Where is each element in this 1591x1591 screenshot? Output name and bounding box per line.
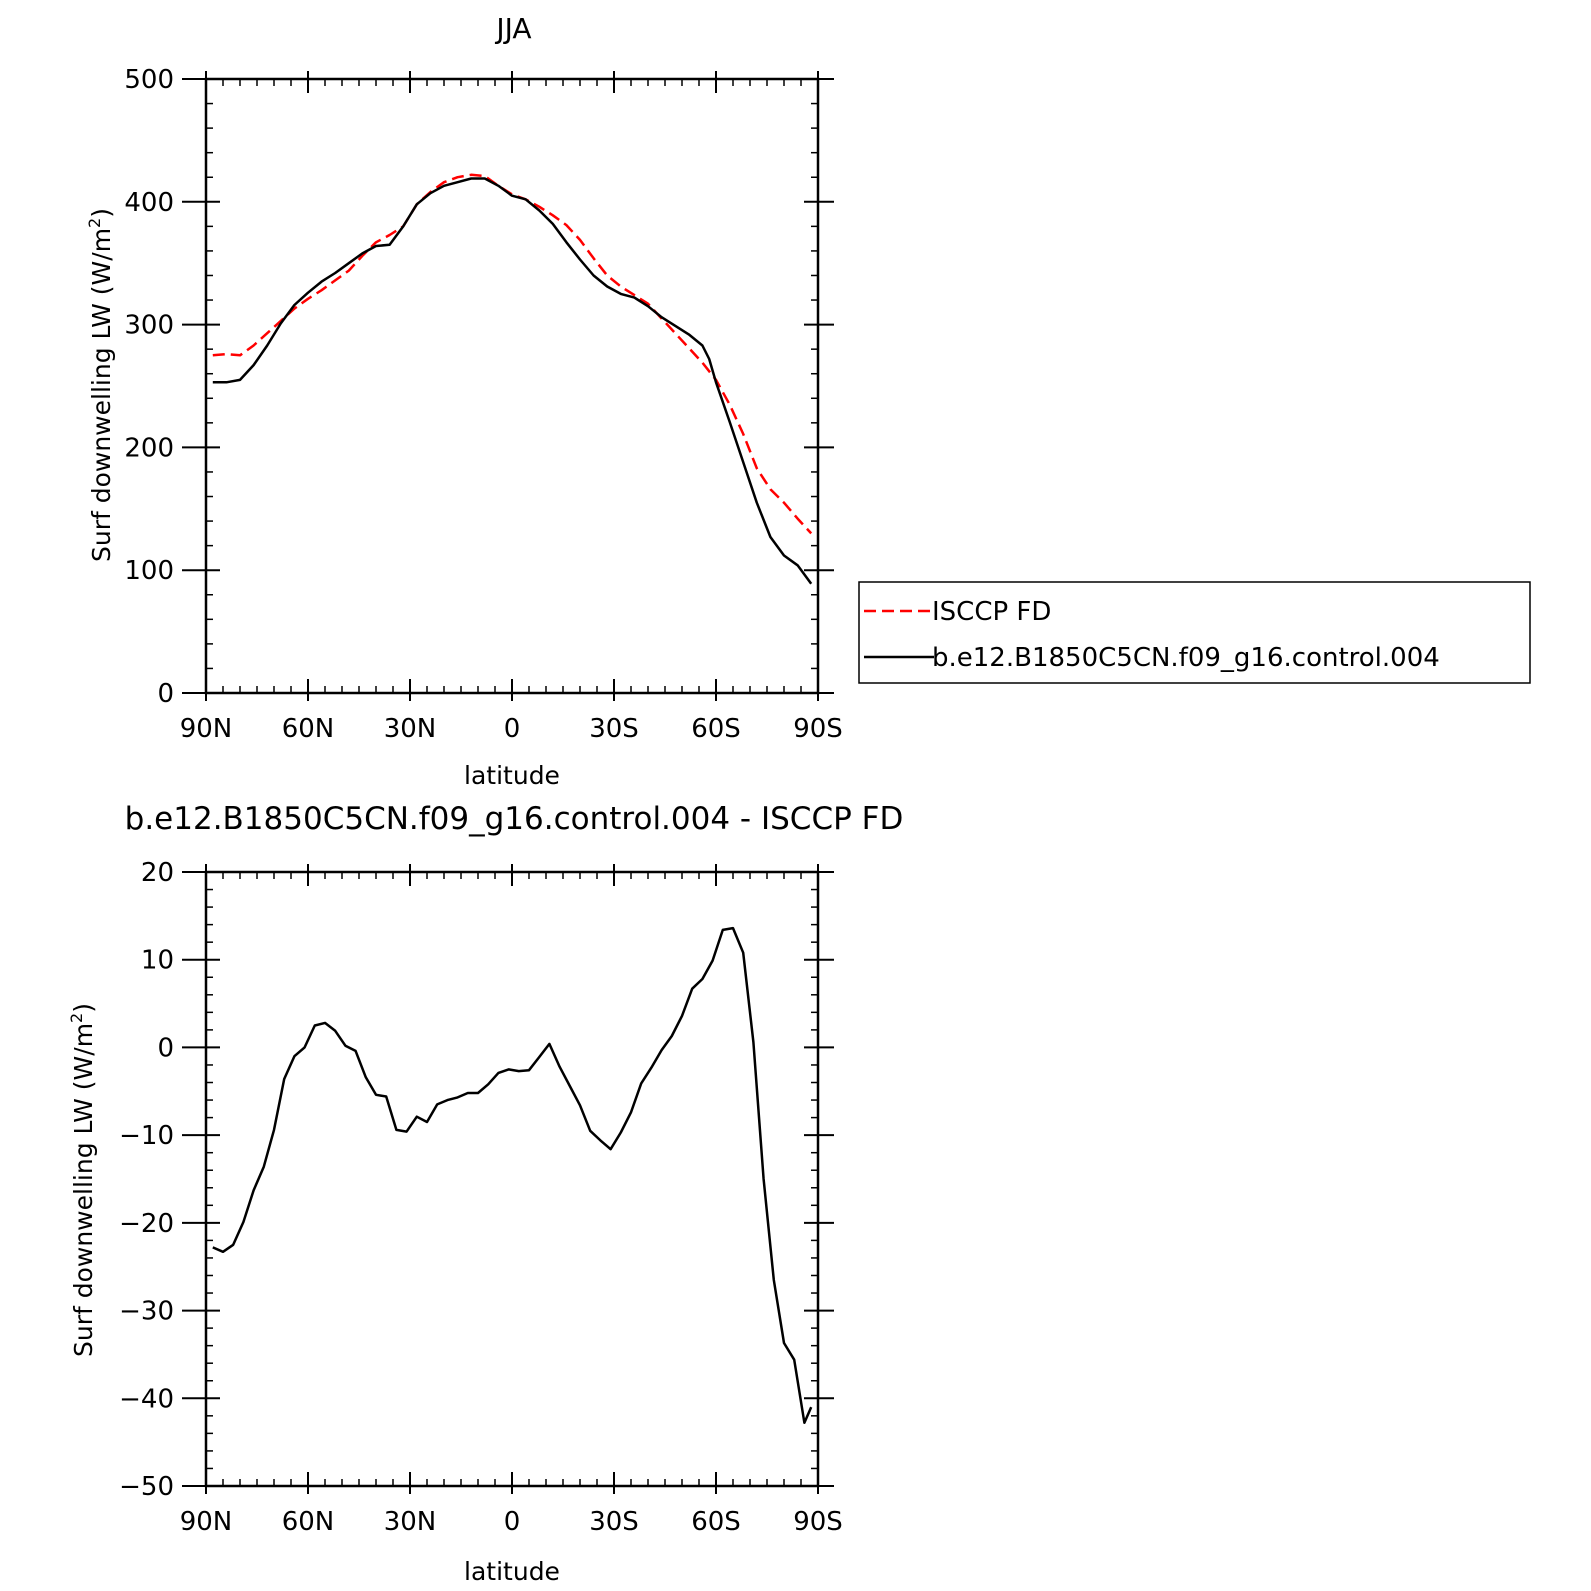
x-tick-label: 90N: [180, 714, 233, 744]
x-tick-label: 0: [504, 714, 521, 744]
x-tick-label: 30N: [384, 1507, 437, 1537]
y-tick-label: 10: [141, 946, 174, 976]
series-line-1: [212, 177, 813, 585]
x-tick-label: 30S: [589, 1507, 639, 1537]
legend-entry-isccp: ISCCP FD: [932, 597, 1051, 627]
y-tick-label: −30: [119, 1297, 174, 1327]
y-tick-label: −40: [119, 1384, 174, 1414]
y-axis-label-superscript: 2: [67, 1013, 86, 1023]
y-tick-label: −20: [119, 1209, 174, 1239]
y-tick-label: −10: [119, 1121, 174, 1151]
y-axis-label-main: Surf downwelling LW (W/m: [69, 1023, 98, 1357]
x-tick-label: 60S: [691, 1507, 741, 1537]
legend: ISCCP FD b.e12.B1850C5CN.f09_g16.control…: [858, 581, 1531, 684]
x-axis-label: latitude: [464, 761, 560, 790]
legend-entry-model: b.e12.B1850C5CN.f09_g16.control.004: [932, 643, 1440, 673]
chart-title: JJA: [494, 12, 531, 45]
bottom-panel: b.e12.B1850C5CN.f09_g16.control.004 - IS…: [67, 801, 903, 1586]
x-tick-label: 60N: [282, 1507, 335, 1537]
top-plot-area: 90N 60N 30N 0 30S 60S 90S 0 100 200 300 400 500: [124, 65, 842, 744]
y-tick-label: 0: [157, 1033, 174, 1063]
y-tick-label: −50: [119, 1472, 174, 1502]
x-tick-label: 90S: [793, 1507, 843, 1537]
y-tick-label: 100: [124, 556, 174, 586]
x-tick-label: 90N: [180, 1507, 233, 1537]
top-panel: JJA 90N 60N 30N 0 30S 60S 90S0100200300400500 …: [85, 12, 843, 790]
y-tick-label: 500: [124, 65, 174, 95]
y-tick-label: 200: [124, 433, 174, 463]
y-axis-label: Surf downwelling LW (W/m2): [85, 208, 116, 562]
y-tick-label: 20: [141, 858, 174, 888]
chart-title: b.e12.B1850C5CN.f09_g16.control.004 - IS…: [125, 801, 904, 837]
series-line-0: [212, 173, 813, 535]
y-axis-label: Surf downwelling LW (W/m2): [67, 1003, 98, 1357]
x-tick-label: 30N: [384, 714, 437, 744]
series-line-0: [212, 926, 813, 1425]
y-axis-label-close: ): [69, 1003, 98, 1013]
y-axis-label-superscript: 2: [85, 218, 104, 228]
bottom-plot-area: 90N 60N 30N 0 30S 60S 90S −50 −40 −30 −20 −10 0 10 20: [119, 858, 843, 1537]
x-tick-label: 60S: [691, 714, 741, 744]
plot-frame: [204, 870, 820, 1488]
x-tick-label: 30S: [589, 714, 639, 744]
y-tick-label: 0: [157, 679, 174, 709]
x-tick-label: 60N: [282, 714, 335, 744]
plot-frame: [204, 77, 820, 695]
y-axis-label-close: ): [87, 208, 116, 218]
x-axis-label: latitude: [464, 1557, 560, 1586]
x-tick-label: 90S: [793, 714, 843, 744]
y-tick-label: 400: [124, 188, 174, 218]
y-tick-label: 300: [124, 311, 174, 341]
y-axis-label-main: Surf downwelling LW (W/m: [87, 228, 116, 562]
x-tick-label: 0: [504, 1507, 521, 1537]
legend-box: [858, 581, 1531, 684]
